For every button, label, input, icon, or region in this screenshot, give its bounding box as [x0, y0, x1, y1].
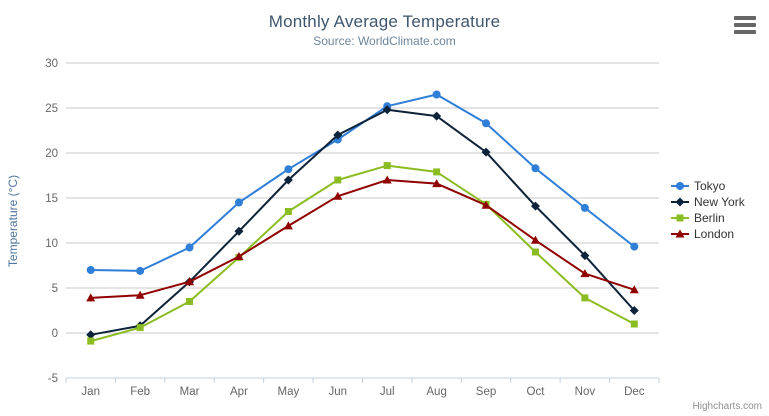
- series-line-new-york: [89, 108, 636, 336]
- y-axis-label: 20: [45, 148, 58, 160]
- data-point-new-york[interactable]: [530, 201, 540, 211]
- data-point-london[interactable]: [530, 235, 540, 244]
- data-point-london[interactable]: [580, 269, 590, 278]
- data-point-berlin[interactable]: [284, 208, 292, 215]
- data-point-tokyo[interactable]: [86, 266, 95, 274]
- y-axis-label: 15: [45, 193, 58, 205]
- data-point-london[interactable]: [432, 179, 442, 188]
- data-point-tokyo[interactable]: [531, 164, 540, 173]
- legend-item-berlin[interactable]: Berlin: [671, 210, 745, 226]
- x-axis-label: Dec: [624, 386, 645, 398]
- hamburger-bar: [734, 23, 756, 27]
- data-point-berlin[interactable]: [383, 162, 391, 170]
- data-point-new-york[interactable]: [333, 130, 343, 140]
- hamburger-bar: [734, 30, 756, 34]
- x-axis-label: Jan: [81, 386, 100, 398]
- y-axis-label: 5: [52, 283, 58, 295]
- series-line-tokyo: [89, 93, 636, 272]
- data-point-london[interactable]: [382, 175, 392, 184]
- x-axis-label: Oct: [527, 386, 546, 398]
- legend-marker-triangle-icon: [671, 229, 689, 238]
- legend-item-new-york[interactable]: New York: [671, 194, 745, 210]
- data-point-tokyo[interactable]: [234, 198, 243, 207]
- data-point-berlin[interactable]: [581, 294, 589, 302]
- data-point-tokyo[interactable]: [185, 243, 194, 252]
- data-point-new-york[interactable]: [382, 105, 392, 115]
- chart-subtitle: Source: WorldClimate.com: [313, 34, 456, 48]
- x-axis-label: Nov: [575, 386, 596, 398]
- data-point-london[interactable]: [333, 191, 343, 200]
- legend-label: London: [694, 227, 735, 241]
- data-point-berlin[interactable]: [630, 320, 638, 328]
- y-axis-label: 30: [45, 58, 58, 70]
- y-axis-label: -5: [48, 373, 58, 385]
- data-point-berlin[interactable]: [433, 168, 441, 176]
- data-point-berlin[interactable]: [136, 324, 144, 332]
- data-point-london[interactable]: [234, 252, 244, 260]
- x-axis-label: Jul: [380, 386, 395, 398]
- series-line-berlin: [89, 164, 636, 343]
- legend-label: Berlin: [694, 211, 725, 225]
- legend-item-tokyo[interactable]: Tokyo: [671, 178, 745, 194]
- data-point-tokyo[interactable]: [580, 203, 589, 212]
- data-point-new-york[interactable]: [629, 306, 639, 315]
- credits-link[interactable]: Highcharts.com: [692, 401, 762, 412]
- x-axis-label: Apr: [230, 386, 248, 398]
- chart-title: Monthly Average Temperature: [268, 12, 501, 31]
- legend-marker-diamond-icon: [671, 197, 689, 207]
- data-point-london[interactable]: [283, 221, 293, 230]
- data-point-berlin[interactable]: [334, 176, 342, 184]
- data-point-berlin[interactable]: [186, 298, 194, 305]
- data-point-new-york[interactable]: [234, 226, 244, 236]
- x-axis-label: Sep: [476, 386, 496, 398]
- legend-item-london[interactable]: London: [671, 226, 745, 242]
- data-point-london[interactable]: [629, 285, 639, 294]
- data-point-london[interactable]: [481, 200, 491, 209]
- data-point-berlin[interactable]: [87, 337, 95, 345]
- legend-marker-square-icon: [671, 214, 689, 222]
- data-point-berlin[interactable]: [531, 248, 539, 256]
- x-axis-label: May: [278, 386, 300, 398]
- data-point-tokyo[interactable]: [136, 266, 145, 275]
- data-point-new-york[interactable]: [432, 111, 442, 121]
- data-point-tokyo[interactable]: [630, 242, 639, 251]
- data-point-london[interactable]: [135, 290, 145, 299]
- legend-label: New York: [694, 195, 745, 209]
- data-point-new-york[interactable]: [481, 147, 491, 157]
- y-axis-label: 25: [45, 103, 58, 115]
- y-axis-label: 0: [52, 328, 58, 340]
- legend-label: Tokyo: [694, 179, 726, 193]
- x-axis-label: Feb: [130, 386, 150, 398]
- hamburger-bar: [734, 16, 756, 20]
- data-point-tokyo[interactable]: [432, 90, 441, 99]
- legend: Tokyo New York Berlin London: [671, 178, 745, 242]
- data-point-london[interactable]: [185, 277, 195, 286]
- data-point-new-york[interactable]: [283, 175, 293, 185]
- x-axis-label: Jun: [329, 386, 348, 398]
- x-axis-label: Mar: [180, 386, 200, 398]
- data-point-new-york[interactable]: [580, 251, 590, 261]
- y-axis-label: 10: [45, 238, 58, 250]
- data-point-new-york[interactable]: [86, 330, 96, 340]
- legend-marker-circle-icon: [671, 182, 689, 190]
- data-point-london[interactable]: [86, 293, 96, 302]
- series-line-london: [89, 179, 636, 299]
- x-axis-label: Aug: [426, 386, 446, 398]
- y-axis-title: Temperature (°C): [6, 174, 20, 268]
- data-point-tokyo[interactable]: [482, 119, 491, 128]
- data-point-tokyo[interactable]: [284, 165, 293, 174]
- hamburger-menu-icon[interactable]: [732, 14, 758, 36]
